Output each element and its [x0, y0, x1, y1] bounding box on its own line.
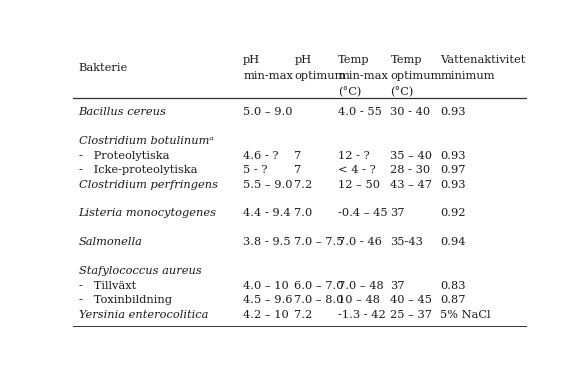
Text: 3.8 - 9.5: 3.8 - 9.5: [243, 237, 291, 247]
Text: 28 - 30: 28 - 30: [390, 165, 431, 175]
Text: Vattenaktivitet: Vattenaktivitet: [441, 55, 526, 65]
Text: 4.2 – 10: 4.2 – 10: [243, 310, 289, 320]
Text: 40 – 45: 40 – 45: [390, 295, 432, 305]
Text: min-max: min-max: [243, 70, 293, 81]
Text: optimum: optimum: [390, 70, 442, 81]
Text: Temp: Temp: [390, 55, 422, 65]
Text: -   Tillväxt: - Tillväxt: [78, 281, 136, 291]
Text: Bakterie: Bakterie: [78, 63, 128, 73]
Text: (°C): (°C): [390, 87, 414, 97]
Text: Temp: Temp: [338, 55, 370, 65]
Text: 5.0 – 9.0: 5.0 – 9.0: [243, 107, 292, 117]
Text: Clostridium botulinumᵃ: Clostridium botulinumᵃ: [78, 136, 213, 146]
Text: -0.4 – 45: -0.4 – 45: [338, 209, 388, 219]
Text: 7.0 - 46: 7.0 - 46: [338, 237, 382, 247]
Text: 7.0 – 8.0: 7.0 – 8.0: [294, 295, 344, 305]
Text: 0.94: 0.94: [441, 237, 466, 247]
Text: 10 – 48: 10 – 48: [338, 295, 380, 305]
Text: 5% NaCl: 5% NaCl: [441, 310, 491, 320]
Text: pH: pH: [294, 55, 311, 65]
Text: 0.93: 0.93: [441, 107, 466, 117]
Text: -   Toxinbildning: - Toxinbildning: [78, 295, 171, 305]
Text: 12 – 50: 12 – 50: [338, 179, 380, 189]
Text: 7: 7: [294, 151, 302, 161]
Text: 37: 37: [390, 209, 405, 219]
Text: minimum: minimum: [441, 70, 495, 81]
Text: 7: 7: [294, 165, 302, 175]
Text: (°C): (°C): [338, 87, 362, 97]
Text: Stafylococcus aureus: Stafylococcus aureus: [78, 266, 201, 276]
Text: 4.0 – 10: 4.0 – 10: [243, 281, 289, 291]
Text: Bacillus cereus: Bacillus cereus: [78, 107, 167, 117]
Text: Clostridium perfringens: Clostridium perfringens: [78, 179, 218, 189]
Text: 4.5 – 9.6: 4.5 – 9.6: [243, 295, 292, 305]
Text: 4.4 - 9.4: 4.4 - 9.4: [243, 209, 291, 219]
Text: < 4 - ?: < 4 - ?: [338, 165, 376, 175]
Text: Salmonella: Salmonella: [78, 237, 142, 247]
Text: Yersinia enterocolitica: Yersinia enterocolitica: [78, 310, 208, 320]
Text: 7.0 – 48: 7.0 – 48: [338, 281, 384, 291]
Text: 7.2: 7.2: [294, 310, 312, 320]
Text: 4.6 - ?: 4.6 - ?: [243, 151, 278, 161]
Text: Listeria monocytogenes: Listeria monocytogenes: [78, 209, 216, 219]
Text: 30 - 40: 30 - 40: [390, 107, 431, 117]
Text: 0.97: 0.97: [441, 165, 466, 175]
Text: min-max: min-max: [338, 70, 388, 81]
Text: 5.5 – 9.0: 5.5 – 9.0: [243, 179, 292, 189]
Text: 7.2: 7.2: [294, 179, 312, 189]
Text: 0.93: 0.93: [441, 151, 466, 161]
Text: 0.92: 0.92: [441, 209, 466, 219]
Text: -1.3 - 42: -1.3 - 42: [338, 310, 386, 320]
Text: 0.83: 0.83: [441, 281, 466, 291]
Text: optimum: optimum: [294, 70, 346, 81]
Text: 5 - ?: 5 - ?: [243, 165, 268, 175]
Text: 35 – 40: 35 – 40: [390, 151, 432, 161]
Text: 37: 37: [390, 281, 405, 291]
Text: 6.0 – 7.0: 6.0 – 7.0: [294, 281, 344, 291]
Text: 4.0 - 55: 4.0 - 55: [338, 107, 382, 117]
Text: 43 – 47: 43 – 47: [390, 179, 432, 189]
Text: 25 – 37: 25 – 37: [390, 310, 432, 320]
Text: 0.87: 0.87: [441, 295, 466, 305]
Text: 7.0 – 7.5: 7.0 – 7.5: [294, 237, 344, 247]
Text: -   Icke-proteolytiska: - Icke-proteolytiska: [78, 165, 197, 175]
Text: 0.93: 0.93: [441, 179, 466, 189]
Text: pH: pH: [243, 55, 260, 65]
Text: 12 - ?: 12 - ?: [338, 151, 370, 161]
Text: -   Proteolytiska: - Proteolytiska: [78, 151, 169, 161]
Text: 7.0: 7.0: [294, 209, 312, 219]
Text: 35-43: 35-43: [390, 237, 424, 247]
